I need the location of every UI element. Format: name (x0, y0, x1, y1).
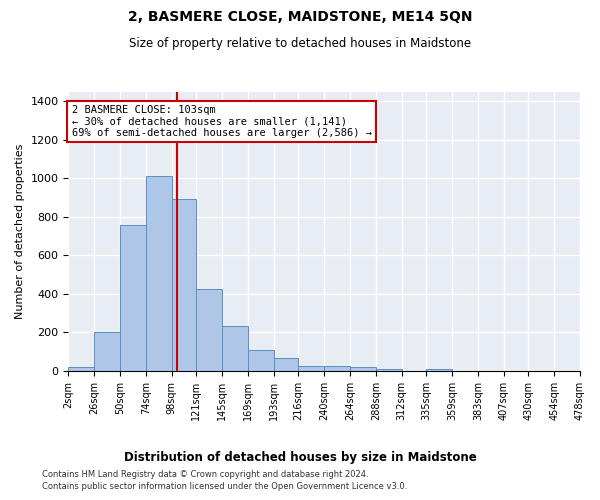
Bar (222, 326, 248, 371)
Bar (324, 366, 350, 371)
Bar (172, 200, 196, 371)
Bar (350, 367, 376, 371)
Bar (196, 289, 222, 371)
Text: Contains HM Land Registry data © Crown copyright and database right 2024.: Contains HM Land Registry data © Crown c… (42, 470, 368, 479)
Y-axis label: Number of detached properties: Number of detached properties (15, 144, 25, 319)
Bar (274, 358, 298, 371)
Text: Contains public sector information licensed under the Open Government Licence v3: Contains public sector information licen… (42, 482, 407, 491)
Bar (120, 224, 146, 371)
Bar (248, 350, 274, 371)
Bar (68, 367, 94, 371)
Text: 2 BASMERE CLOSE: 103sqm
← 30% of detached houses are smaller (1,141)
69% of semi: 2 BASMERE CLOSE: 103sqm ← 30% of detache… (71, 105, 371, 138)
Text: Size of property relative to detached houses in Maidstone: Size of property relative to detached ho… (129, 38, 471, 51)
Bar (94, 332, 120, 371)
Bar (146, 176, 172, 371)
Bar (427, 369, 452, 371)
Text: 2, BASMERE CLOSE, MAIDSTONE, ME14 5QN: 2, BASMERE CLOSE, MAIDSTONE, ME14 5QN (128, 10, 472, 24)
Bar (298, 366, 324, 371)
Text: Distribution of detached houses by size in Maidstone: Distribution of detached houses by size … (124, 451, 476, 464)
Bar (376, 369, 401, 371)
